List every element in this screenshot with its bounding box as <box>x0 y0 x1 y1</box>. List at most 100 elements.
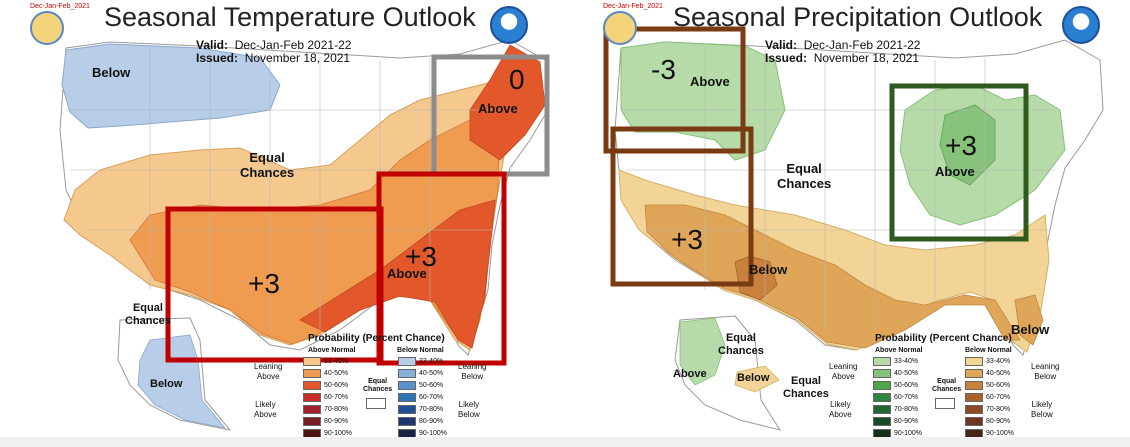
product-tag: Dec-Jan-Feb_2021 <box>30 3 90 10</box>
legend-row-below: 80-90% <box>965 417 1010 426</box>
noaa-logo-icon <box>1062 6 1100 44</box>
legend-row-below: 70-80% <box>965 405 1010 414</box>
legend-likely-below: Likely Below <box>458 400 480 419</box>
doc-seal-icon <box>603 11 637 45</box>
legend-row-label: 70-80% <box>986 406 1011 413</box>
legend-row-above: 50-60% <box>873 381 918 390</box>
annotation-box-great-lakes <box>889 83 1029 242</box>
legend-row-above: 40-50% <box>303 369 348 378</box>
legend-row-label: 33-40% <box>324 358 349 365</box>
legend-row-above: 70-80% <box>303 405 348 414</box>
annotation-box-southwest <box>610 126 754 287</box>
legend-row-above: 60-70% <box>873 393 918 402</box>
legend-row-label: 50-60% <box>419 382 444 389</box>
bottom-strip <box>0 437 1130 447</box>
valid-line: Valid: Dec-Jan-Feb 2021-22 <box>196 38 351 52</box>
legend-leaning-below: Leaning Below <box>1031 362 1060 381</box>
map-label-equal-alaska: Equal Chances <box>125 302 171 327</box>
legend-row-above: 80-90% <box>873 417 918 426</box>
annotation-southwest: +3 <box>671 224 703 255</box>
below-normal-area-florida <box>1014 294 1044 346</box>
legend-equal: Equal Chances <box>932 378 962 393</box>
annotation-southeast: +3 <box>405 241 437 272</box>
legend-row-label: 50-60% <box>324 382 349 389</box>
legend-row-above: 33-40% <box>873 357 918 366</box>
map-label-below-ak: Below <box>737 372 770 384</box>
legend-swatch <box>873 417 891 426</box>
map-label-above-ak: Above <box>673 368 707 380</box>
map-label-above-gl: Above <box>935 164 975 179</box>
annotation-northwest: -3 <box>651 54 676 85</box>
legend-swatch <box>873 369 891 378</box>
page-title: Seasonal Precipitation Outlook <box>673 2 1043 32</box>
legend-row-label: 80-90% <box>324 418 349 425</box>
map-label-above-se: Above <box>387 266 427 281</box>
legend-likely-below: Likely Below <box>1031 400 1053 419</box>
legend-swatch <box>873 393 891 402</box>
legend-above-header: Above Normal <box>875 347 923 354</box>
legend-leaning-below: Leaning Below <box>458 362 487 381</box>
legend-row-below: 60-70% <box>965 393 1010 402</box>
legend-below-header: Below Normal <box>397 347 444 354</box>
legend-below-header: Below Normal <box>965 347 1012 354</box>
legend-swatch <box>398 405 416 414</box>
legend-row-above: 40-50% <box>873 369 918 378</box>
legend-row-label: 80-90% <box>986 418 1011 425</box>
map-label-above-ne: Above <box>478 101 518 116</box>
valid-line: Valid: Dec-Jan-Feb 2021-22 <box>765 38 920 52</box>
precipitation-map <box>603 26 1104 431</box>
map-label-below-alaska: Below <box>150 378 183 390</box>
legend-row-below: 80-90% <box>398 417 443 426</box>
legend-swatch <box>398 417 416 426</box>
map-label-below-fl: Below <box>1011 322 1050 337</box>
legend-above-header: Above Normal <box>308 347 356 354</box>
above-normal-area-great-lakes-inner <box>939 104 996 186</box>
alaska-below-area <box>734 365 780 393</box>
map-label-above-nw: Above <box>690 74 730 89</box>
legend-row-label: 33-40% <box>419 358 444 365</box>
alaska-below-area <box>137 334 227 429</box>
map-label-equal-ak-top: Equal Chances <box>718 332 764 357</box>
noaa-logo-icon <box>490 6 528 44</box>
valid-value: Dec-Jan-Feb 2021-22 <box>234 38 352 52</box>
legend-equal: Equal Chances <box>363 378 393 393</box>
legend-row-label: 90-100% <box>419 430 448 437</box>
annotation-great-lakes: +3 <box>945 130 977 161</box>
legend-equal-swatch <box>366 398 386 409</box>
legend-row-label: 70-80% <box>894 406 919 413</box>
page-title: Seasonal Temperature Outlook <box>104 2 476 32</box>
annotation-box-southeast <box>376 171 507 366</box>
legend-row-label: 60-70% <box>324 394 349 401</box>
legend-leaning-above: Leaning Above <box>829 362 858 381</box>
legend-swatch <box>398 369 416 378</box>
annotation-southwest: +3 <box>248 268 280 299</box>
annotation-box-northwest <box>603 26 746 154</box>
below-normal-area-southwest <box>644 204 1021 349</box>
legend-row-label: 40-50% <box>894 370 919 377</box>
legend-row-label: 80-90% <box>894 418 919 425</box>
issued-label: Issued: <box>765 51 808 65</box>
legend-swatch <box>303 417 321 426</box>
legend-row-below: 60-70% <box>398 393 443 402</box>
issued-value: November 18, 2021 <box>244 51 351 65</box>
below-normal-area-northwest <box>61 43 281 129</box>
valid-label: Valid: <box>765 38 798 52</box>
temperature-outlook-panel: Dec-Jan-Feb_2021 Seasonal Temperature Ou… <box>30 2 550 438</box>
legend-swatch <box>303 405 321 414</box>
legend-swatch <box>303 369 321 378</box>
legend-swatch <box>873 357 891 366</box>
legend-row-label: 33-40% <box>894 358 919 365</box>
legend-row-above: 80-90% <box>303 417 348 426</box>
legend-row-label: 80-90% <box>419 418 444 425</box>
valid-value: Dec-Jan-Feb 2021-22 <box>803 38 921 52</box>
legend-row-label: 40-50% <box>419 370 444 377</box>
legend-likely-above: Likely Above <box>254 400 277 419</box>
legend-swatch <box>398 357 416 366</box>
state-boundaries <box>66 48 500 330</box>
state-boundaries <box>621 48 1055 330</box>
legend-row-above: 50-60% <box>303 381 348 390</box>
legend-row-below: 40-50% <box>965 369 1010 378</box>
legend-swatch <box>965 357 983 366</box>
legend-row-label: 60-70% <box>986 394 1011 401</box>
legend-equal-swatch <box>935 398 955 409</box>
